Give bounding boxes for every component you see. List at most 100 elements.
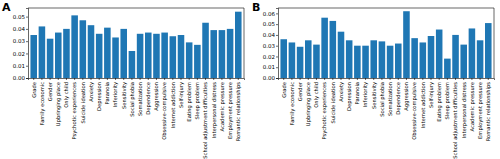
x-tick-mark [58,78,59,80]
x-tick: Psychotic experiences [71,78,78,140]
x-tick-label: Obsessive-compulsive [411,82,418,140]
frame [28,8,244,78]
x-tick-mark [238,78,239,80]
bar [120,29,127,78]
x-tick-label: Interpersonal distress [211,82,218,139]
y-tick-label: 0.01 [13,63,25,69]
y-tick-label: 0.03 [263,43,276,49]
x-tick-label: Internet addiction [170,82,176,128]
x-tick: Dependence [145,78,152,115]
x-tick-mark [131,78,132,80]
bar [289,42,296,78]
x-tick-label: Paranoia [354,82,360,104]
x-axis: GradeFamily economicGenderUpbringing pla… [279,78,495,159]
x-tick: Anxiety [88,78,95,102]
x-tick-label: Inferiority [362,82,369,107]
x-tick-label: Aggression [403,82,410,111]
x-tick-mark [406,78,407,80]
x-tick: Internet addiction [420,78,426,128]
x-tick-mark [115,78,116,80]
x-tick: Eating problem [436,78,443,122]
x-tick-label: Inferiority [112,82,119,107]
y-tick-mark [276,78,278,79]
bar [444,59,451,78]
x-tick: Upbringing place [305,78,312,126]
bar [137,34,144,78]
x-tick: Somatization [137,78,143,116]
x-tick: Aggression [403,78,410,111]
y-tick: 0.04 [263,32,278,38]
y-tick-label: 0.04 [13,26,26,32]
bar [354,46,361,78]
y-tick-mark [276,56,278,57]
y-tick-label: 0.05 [13,14,26,20]
y-tick: 0.01 [13,63,28,69]
bar [63,29,70,78]
x-tick-label: Aggression [153,82,160,111]
y-tick: 0.05 [263,21,278,27]
bar [71,15,78,78]
x-tick: Family economic [39,78,46,125]
x-tick: Only child [63,78,70,108]
bar [30,35,37,78]
y-tick-mark [276,24,278,25]
x-tick-mark [324,78,325,80]
y-tick-label: 0.00 [13,75,26,81]
x-tick: Anxiety [338,78,345,102]
bar [227,29,234,78]
x-tick-label: Family economic [39,82,46,126]
bar [346,40,353,78]
panel: B0.000.010.020.030.040.050.06GradeFamily… [252,1,495,159]
bar [338,32,345,78]
x-tick-mark [373,78,374,80]
x-tick-label: Academic pressure [469,82,476,131]
x-tick: Sleep problem [444,78,451,120]
y-axis-line [276,9,279,79]
bar [55,33,62,78]
x-tick-mark [33,78,34,80]
y-tick: 0.04 [13,26,28,32]
x-tick-mark [123,78,124,80]
x-tick: Inferiority [112,78,119,107]
x-tick: Social phobia [129,78,136,117]
y-tick: 0.06 [263,11,278,17]
x-tick-mark [447,78,448,80]
x-tick-label: Depression [96,82,103,111]
y-tick-mark [26,29,28,30]
y-tick: 0.02 [13,51,28,57]
x-tick-mark [365,78,366,80]
bar [39,26,46,78]
x-tick-mark [381,78,382,80]
y-tick: 0.03 [263,43,278,49]
y-tick-label: 0.02 [13,51,25,57]
panel-title: A [2,1,11,14]
x-tick-mark [230,78,231,80]
y-axis: 0.000.010.020.030.040.050.06 [263,9,279,82]
y-tick-mark [276,67,278,68]
bar [161,33,168,78]
x-tick-mark [480,78,481,80]
x-tick-mark [300,78,301,80]
x-tick: Somatization [387,78,393,116]
x-tick-mark [349,78,350,80]
bar [145,33,152,78]
x-tick: Dependence [395,78,402,115]
x-tick-mark [455,78,456,80]
x-tick: Depression [346,78,353,111]
y-tick: 0.00 [263,75,278,81]
x-tick: Obsessive-compulsive [161,78,168,140]
bar [387,46,394,78]
x-tick: Romantic relationships [235,78,242,141]
x-tick-label: Upbringing place [305,82,312,126]
x-tick-mark [422,78,423,80]
x-tick-label: Self-injury [178,82,185,108]
panel-title: B [252,1,260,14]
x-tick-label: Family economic [289,82,296,126]
x-tick-label: Depression [346,82,353,111]
x-tick: Social phobia [379,78,386,117]
x-tick-mark [213,78,214,80]
x-tick-label: Gender [47,81,53,101]
x-tick-label: Somatization [387,82,393,116]
x-tick-mark [189,78,190,80]
bar [153,34,160,78]
